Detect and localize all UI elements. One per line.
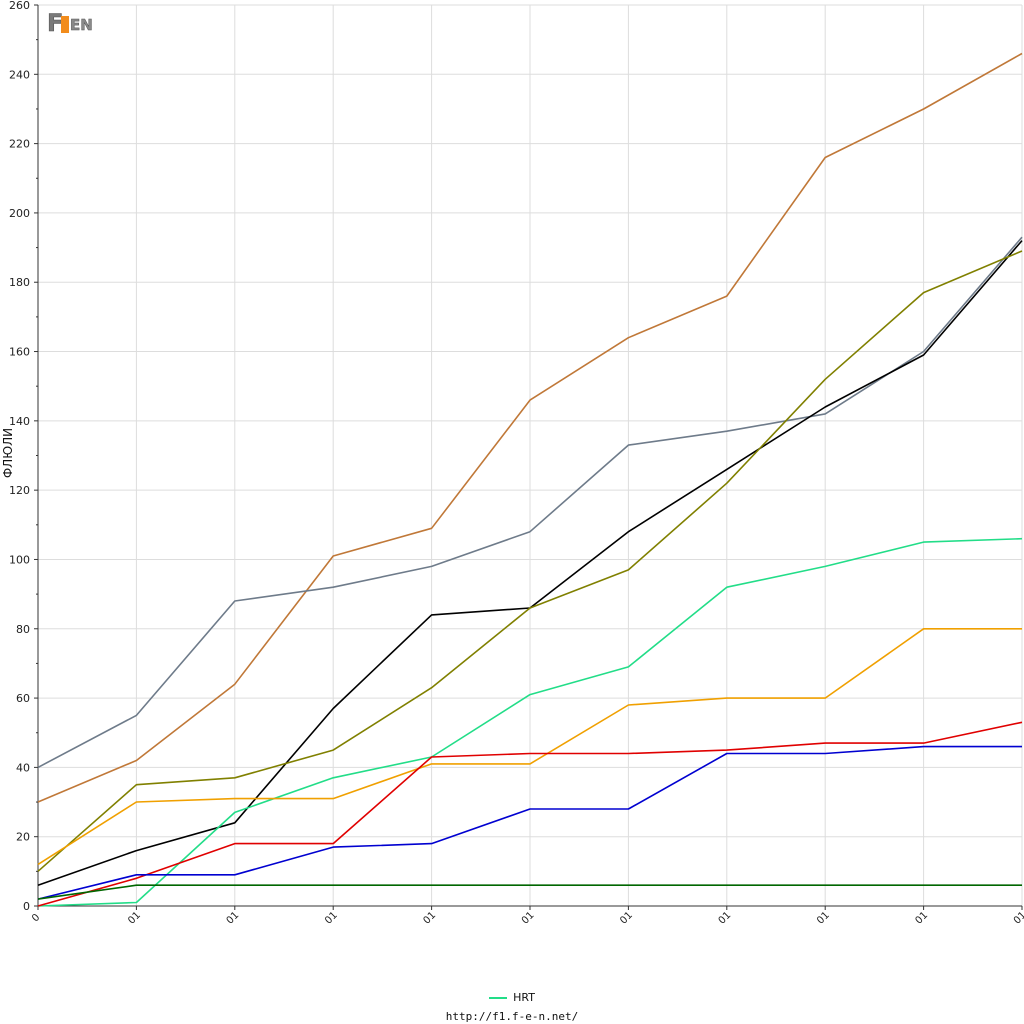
y-tick-label: 240 <box>9 68 30 81</box>
y-tick-label: 160 <box>9 346 30 359</box>
y-tick-label: 20 <box>16 831 30 844</box>
series-line-9 <box>37 884 1022 900</box>
y-tick-label: 100 <box>9 553 30 566</box>
f1en-logo: F EN <box>46 8 100 37</box>
y-tick-label: 120 <box>9 484 30 497</box>
x-tick-label: 01 <box>815 910 832 927</box>
x-tick-label: 01 <box>225 910 242 927</box>
y-tick-label: 200 <box>9 207 30 220</box>
x-tick-label: 01 <box>717 910 734 927</box>
logo-glyph-f: F <box>47 9 63 36</box>
y-tick-label: 220 <box>9 138 30 151</box>
y-tick-label: 140 <box>9 415 30 428</box>
y-tick-label: 260 <box>9 0 30 12</box>
series-line-6 <box>37 627 1022 866</box>
y-tick-label: 40 <box>16 761 30 774</box>
legend-label-hrt: HRT <box>513 991 535 1004</box>
x-tick-label: 01 <box>520 910 537 927</box>
x-tick-label: 01 <box>421 910 438 927</box>
y-tick-label: 60 <box>16 692 30 705</box>
series-line-7 <box>37 721 1023 907</box>
series-line-4 <box>37 250 1023 872</box>
y-axis-label: ФЛЮЛИ <box>1 428 15 478</box>
series-line-8 <box>37 745 1022 900</box>
y-tick-label: 0 <box>23 900 30 913</box>
y-tick-label: 80 <box>16 623 30 636</box>
logo-orange-one <box>61 16 69 33</box>
y-axis-ticks: 0 20 40 60 80 100 120 140 160 180 200 220 240 260 <box>9 0 38 913</box>
x-tick-label: 0 <box>30 912 42 924</box>
legend-swatch-hrt <box>489 997 508 999</box>
x-tick-label: 01 <box>913 910 930 927</box>
series-line-2 <box>37 236 1023 769</box>
chart-legend: HRT <box>0 991 1024 1004</box>
x-tick-label: 01 <box>618 910 635 927</box>
x-tick-label: 01 <box>126 910 143 927</box>
x-tick-label: 01 <box>323 910 340 927</box>
series-line-hrt <box>37 537 1023 907</box>
y-tick-label: 180 <box>9 276 30 289</box>
logo-glyph-en: EN <box>70 16 93 34</box>
series-line-1 <box>37 52 1023 803</box>
chart-grid <box>37 4 1023 907</box>
chart-series <box>37 52 1023 907</box>
x-tick-label: 01 <box>1012 910 1024 927</box>
footer-url: http://f1.f-e-n.net/ <box>445 1010 579 1023</box>
x-axis-ticks: 0 01 01 01 01 01 01 01 01 01 01 <box>30 906 1024 927</box>
